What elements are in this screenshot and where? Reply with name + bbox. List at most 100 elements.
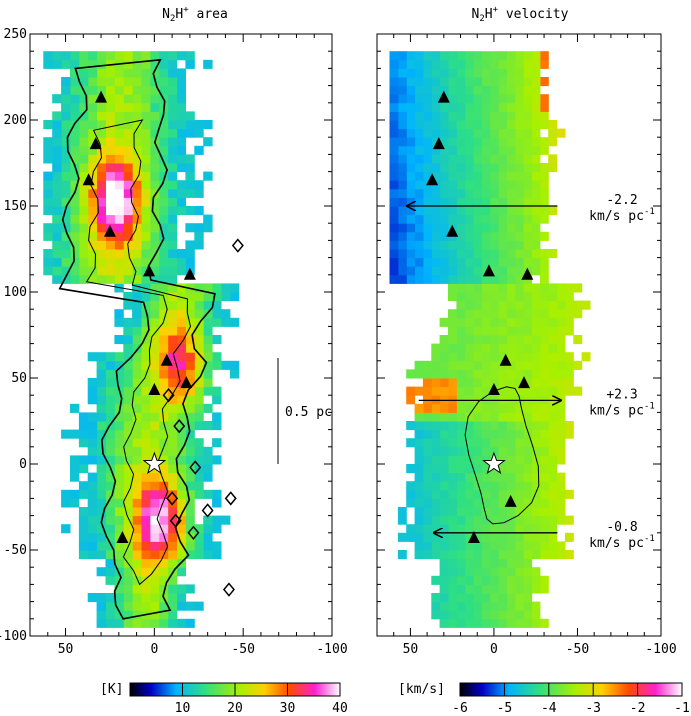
heatmap-cell	[514, 378, 524, 388]
heatmap-cell	[141, 343, 151, 353]
heatmap-cell	[506, 446, 516, 456]
heatmap-cell	[481, 421, 491, 431]
heatmap-cell	[456, 343, 466, 353]
heatmap-cell	[506, 223, 516, 233]
heatmap-cell	[422, 154, 432, 164]
heatmap-cell	[43, 197, 53, 207]
heatmap-cell	[523, 85, 533, 95]
heatmap-cell	[70, 94, 80, 104]
heatmap-cell	[132, 240, 142, 250]
heatmap-cell	[61, 240, 71, 250]
heatmap-cell	[464, 524, 474, 534]
heatmap-cell	[481, 300, 491, 310]
heatmap-cell	[123, 575, 133, 585]
heatmap-cell	[431, 489, 441, 499]
heatmap-cell	[132, 51, 142, 61]
heatmap-cell	[87, 429, 98, 439]
heatmap-cell	[149, 51, 160, 61]
heatmap-cell	[105, 567, 115, 577]
heatmap-cell	[114, 438, 124, 448]
heatmap-cell	[141, 120, 151, 130]
gradient-value: -0.8	[606, 520, 637, 535]
heatmap-cell	[448, 575, 457, 585]
heatmap-cell	[141, 128, 151, 138]
heatmap-cell	[114, 541, 124, 551]
heatmap-cell	[514, 403, 524, 413]
heatmap-cell	[414, 249, 424, 259]
heatmap-cell	[185, 541, 195, 551]
heatmap-cell	[473, 335, 482, 345]
heatmap-cell	[523, 111, 533, 121]
heatmap-cell	[514, 257, 524, 267]
heatmap-cell	[149, 360, 160, 370]
heatmap-cell	[556, 309, 566, 319]
heatmap-cell	[114, 51, 124, 61]
heatmap-cell	[473, 128, 482, 138]
heatmap-cell	[397, 85, 407, 95]
heatmap-cell	[506, 429, 516, 439]
heatmap-cell	[132, 386, 142, 396]
heatmap-cell	[514, 51, 524, 61]
heatmap-cell	[414, 532, 424, 542]
heatmap-cell	[523, 188, 533, 198]
heatmap-cell	[132, 163, 142, 173]
heatmap-cell	[96, 360, 106, 370]
heatmap-cell	[439, 472, 449, 482]
heatmap-cell	[78, 266, 89, 276]
heatmap-cell	[96, 85, 106, 95]
heatmap-cell	[523, 558, 533, 568]
heatmap-cell	[87, 386, 98, 396]
heatmap-cell	[473, 317, 482, 327]
heatmap-cell	[149, 214, 160, 224]
heatmap-cell	[176, 438, 186, 448]
heatmap-cell	[473, 68, 482, 78]
heatmap-cell	[406, 249, 416, 259]
contour-velocity	[464, 386, 540, 525]
heatmap-cell	[523, 464, 533, 474]
diamond-marker	[222, 582, 235, 597]
heatmap-cell	[397, 532, 407, 542]
heatmap-cell	[194, 206, 204, 216]
heatmap-cell	[114, 360, 124, 370]
heatmap-cell	[422, 266, 432, 276]
heatmap-cell	[456, 541, 466, 551]
heatmap-cell	[531, 266, 541, 276]
heatmap-cell	[498, 309, 507, 319]
heatmap-cell	[229, 360, 240, 370]
heatmap-cell	[70, 154, 80, 164]
heatmap-cell	[167, 120, 178, 130]
heatmap-cell	[149, 335, 160, 345]
heatmap-cell	[473, 309, 482, 319]
heatmap-cell	[167, 412, 178, 422]
heatmap-cell	[212, 515, 222, 525]
heatmap-cell	[456, 455, 466, 465]
heatmap-cell	[212, 438, 222, 448]
heatmap-cell	[498, 455, 507, 465]
heatmap-cell	[87, 214, 98, 224]
heatmap-cell	[464, 386, 474, 396]
heatmap-cell	[87, 266, 98, 276]
heatmap-cell	[105, 352, 115, 362]
heatmap-cell	[96, 266, 106, 276]
heatmap-cell	[105, 541, 115, 551]
heatmap-cell	[194, 188, 204, 198]
heatmap-cell	[132, 231, 142, 241]
heatmap-cell	[212, 283, 222, 293]
heatmap-cell	[523, 309, 533, 319]
heatmap-cell	[185, 154, 195, 164]
heatmap-cell	[167, 489, 178, 499]
heatmap-cell	[123, 618, 133, 628]
heatmap-cell	[523, 593, 533, 603]
heatmap-cell	[464, 343, 474, 353]
heatmap-cell	[464, 214, 474, 224]
heatmap-cell	[556, 455, 566, 465]
heatmap-cell	[194, 472, 204, 482]
heatmap-cell	[52, 171, 62, 181]
heatmap-cell	[96, 395, 106, 405]
heatmap-cell	[397, 120, 407, 130]
heatmap-cell	[506, 472, 516, 482]
y-tick-label: 150	[4, 199, 27, 214]
heatmap-cell	[481, 584, 491, 594]
heatmap-cell	[514, 188, 524, 198]
heatmap-cell	[489, 206, 499, 216]
